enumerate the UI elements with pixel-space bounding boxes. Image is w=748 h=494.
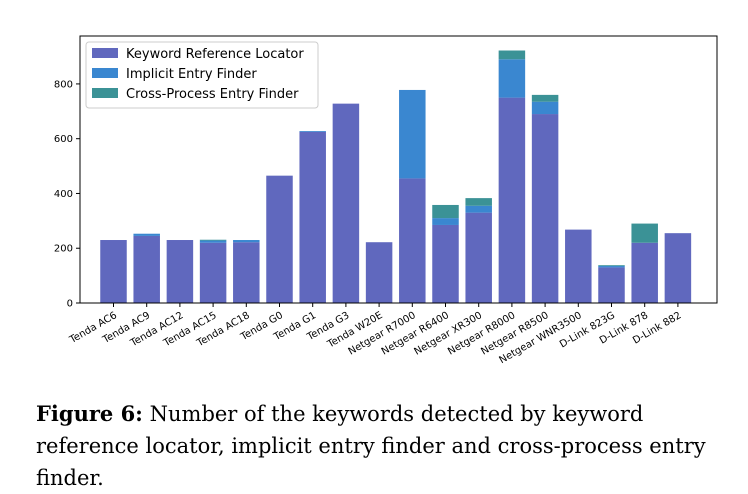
bar-segment xyxy=(432,218,459,225)
bar-segment xyxy=(399,178,426,303)
bar-segment xyxy=(199,239,227,241)
legend-label: Implicit Entry Finder xyxy=(126,67,257,82)
bar-segment xyxy=(531,114,559,303)
bar-segment xyxy=(631,223,658,243)
bar-segment xyxy=(631,242,658,303)
bar-segment xyxy=(465,212,492,303)
bars-layer xyxy=(100,50,692,304)
legend-swatch xyxy=(92,48,118,58)
bar-segment xyxy=(565,229,592,303)
bar-segment xyxy=(598,265,625,267)
bar-segment xyxy=(233,242,260,303)
y-tick-label: 800 xyxy=(54,79,73,90)
legend-label: Cross-Process Entry Finder xyxy=(126,87,299,102)
legend-swatch xyxy=(92,88,118,98)
bar-segment xyxy=(299,131,326,303)
bar-segment xyxy=(498,59,526,98)
bar-segment xyxy=(100,240,127,303)
figure-caption: Figure 6: Number of the keywords detecte… xyxy=(36,398,736,494)
y-axis: 0 200 400 600 800 xyxy=(54,79,80,310)
bar-segment xyxy=(299,131,326,132)
bar-segment xyxy=(199,242,227,303)
bar-segment xyxy=(531,101,559,115)
bar-segment xyxy=(432,204,459,219)
legend: Keyword Reference Locator Implicit Entry … xyxy=(85,41,319,109)
bar-segment xyxy=(498,50,526,60)
bar-segment xyxy=(233,240,260,243)
caption-text: Number of the keywords detected by keywo… xyxy=(36,402,706,490)
caption-label: Figure 6: xyxy=(36,401,143,426)
y-tick-label: 600 xyxy=(54,134,73,145)
bar-segment xyxy=(598,266,625,268)
bar-segment xyxy=(365,242,393,303)
bar-segment xyxy=(133,235,160,303)
bar-segment xyxy=(664,233,692,303)
bar-segment xyxy=(199,240,227,243)
bar-segment xyxy=(332,103,360,303)
plot-frame xyxy=(79,35,718,304)
bar-segment xyxy=(598,267,625,303)
legend-items: Keyword Reference Locator Implicit Entry … xyxy=(92,47,304,102)
bar-segment xyxy=(465,198,492,206)
bar-segment xyxy=(133,233,160,236)
legend-label: Keyword Reference Locator xyxy=(126,47,304,62)
legend-box xyxy=(85,41,319,109)
y-tick-label: 0 xyxy=(67,299,73,310)
bar-segment xyxy=(498,97,526,304)
legend-swatch xyxy=(92,68,118,78)
bar-segment xyxy=(531,94,559,102)
y-tick-label: 200 xyxy=(54,244,73,255)
bar-segment xyxy=(166,240,194,303)
bar-segment xyxy=(266,175,293,303)
bar-segment xyxy=(432,224,459,303)
y-tick-label: 400 xyxy=(54,189,73,200)
bar-segment xyxy=(465,205,492,213)
bar-segment xyxy=(399,89,426,179)
